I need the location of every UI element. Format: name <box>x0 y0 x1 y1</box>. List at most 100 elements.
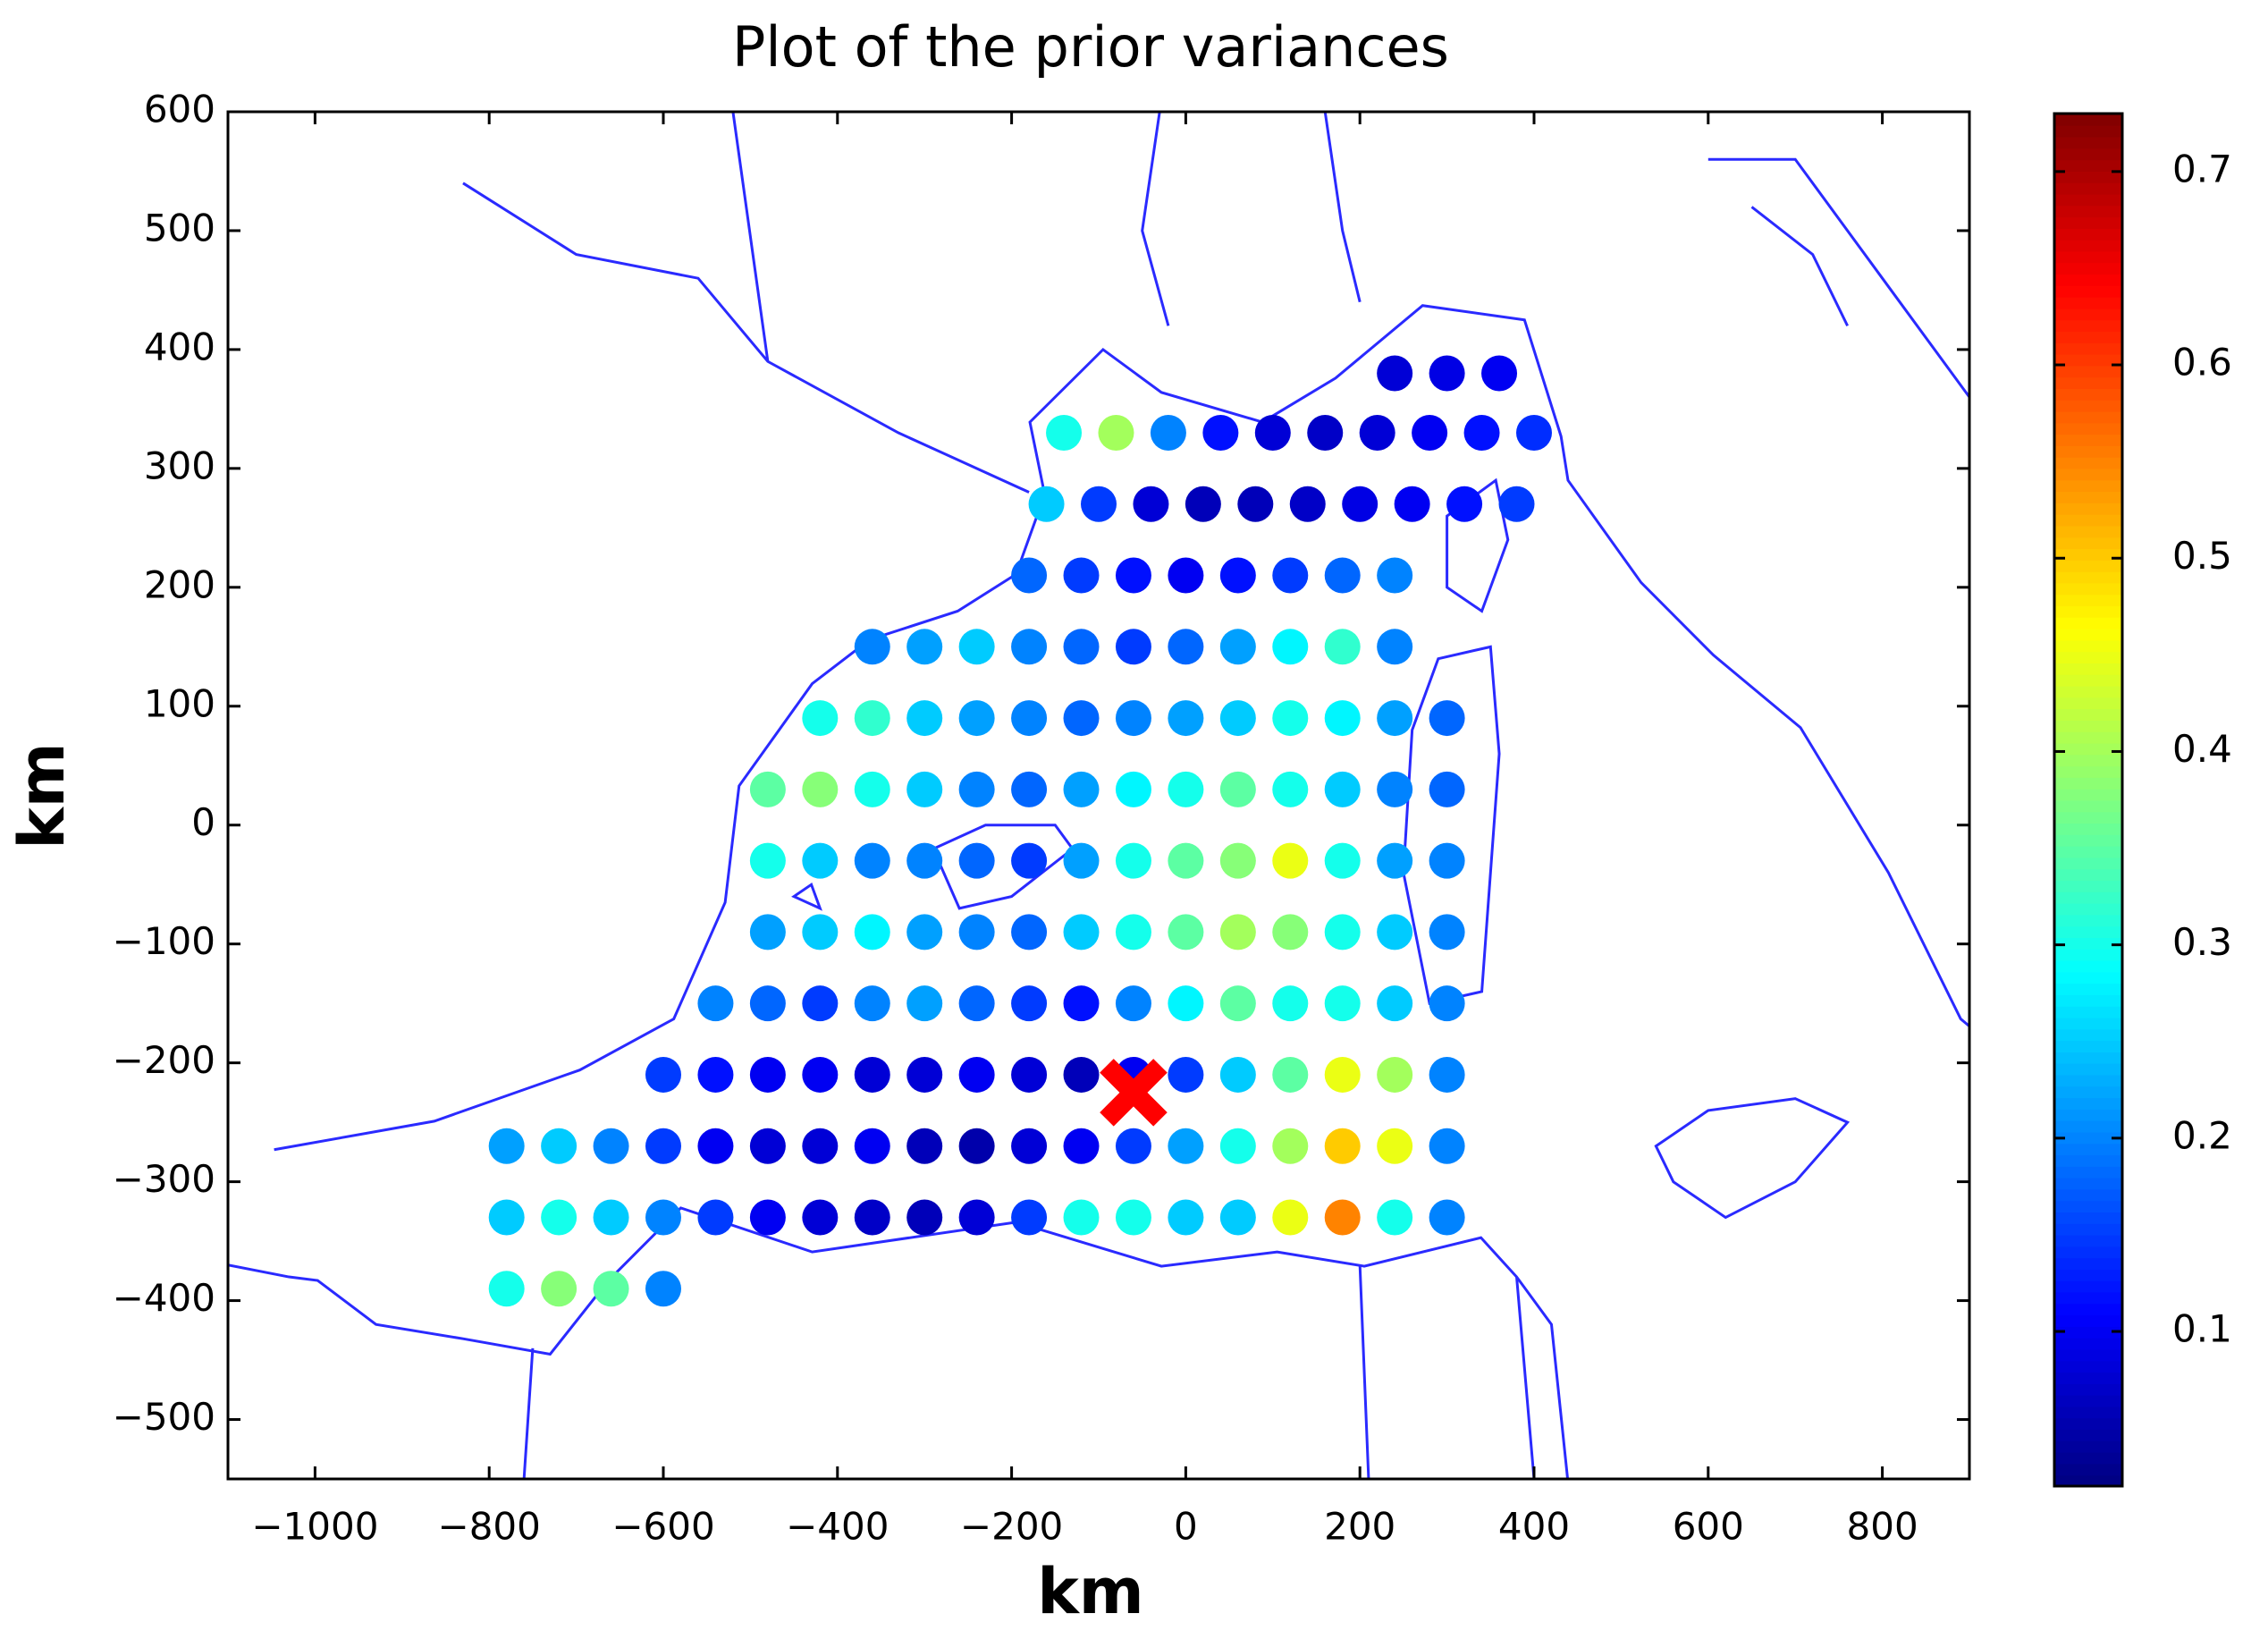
colorbar-strip <box>2054 1303 2122 1316</box>
point <box>1272 1199 1309 1236</box>
point <box>1011 1056 1048 1093</box>
point <box>958 629 995 665</box>
point <box>749 1128 786 1164</box>
point <box>1272 842 1309 879</box>
colorbar-strip <box>2054 1234 2122 1247</box>
point <box>697 1056 734 1093</box>
colorbar-strip <box>2054 697 2122 710</box>
colorbar-strip <box>2054 308 2122 321</box>
point <box>854 629 890 665</box>
colorbar-strip <box>2054 948 2122 961</box>
point <box>1429 1199 1465 1236</box>
colorbar-strip <box>2054 1131 2122 1145</box>
point <box>1272 700 1309 737</box>
point <box>645 1199 681 1236</box>
colorbar-strip <box>2054 925 2122 938</box>
point <box>541 1271 578 1307</box>
point <box>1168 771 1204 807</box>
point <box>1429 771 1465 807</box>
colorbar-strip <box>2054 388 2122 401</box>
point <box>958 914 995 950</box>
colorbar-strip <box>2054 353 2122 367</box>
y-tick-label: −500 <box>113 1395 215 1439</box>
colorbar-strip <box>2054 971 2122 984</box>
point <box>749 771 786 807</box>
colorbar-strip <box>2054 170 2122 183</box>
point <box>1429 914 1465 950</box>
colorbar-strip <box>2054 319 2122 333</box>
colorbar-strip <box>2054 1143 2122 1156</box>
point <box>541 1128 578 1164</box>
colorbar-strip <box>2054 250 2122 264</box>
point <box>1046 414 1083 451</box>
point <box>1377 771 1413 807</box>
colorbar-strip <box>2054 1097 2122 1110</box>
colorbar-strip <box>2054 536 2122 550</box>
point <box>1516 414 1552 451</box>
point <box>1324 914 1361 950</box>
colorbar-strip <box>2054 799 2122 813</box>
colorbar-strip <box>2054 1062 2122 1076</box>
colorbar-strip <box>2054 845 2122 858</box>
colorbar-strip <box>2054 182 2122 195</box>
point <box>854 771 890 807</box>
point <box>802 1128 839 1164</box>
point <box>749 1199 786 1236</box>
colorbar-strip <box>2054 651 2122 663</box>
point <box>1219 1199 1256 1236</box>
y-tick-label: 400 <box>144 325 215 368</box>
coastline <box>274 306 2013 1150</box>
colorbar-strip <box>2054 811 2122 824</box>
x-tick-label: −800 <box>438 1505 541 1549</box>
colorbar-strip <box>2054 193 2122 207</box>
point <box>802 1056 839 1093</box>
sicily <box>1656 1099 1847 1218</box>
colorbar-strip <box>2054 513 2122 527</box>
point <box>1063 700 1100 737</box>
point <box>1324 1056 1361 1093</box>
point <box>1133 486 1169 522</box>
colorbar-strip <box>2054 1119 2122 1133</box>
colorbar-strip <box>2054 902 2122 916</box>
colorbar-strip <box>2054 1177 2122 1190</box>
point <box>1324 629 1361 665</box>
colorbar-strip <box>2054 742 2122 756</box>
point <box>1063 771 1100 807</box>
colorbar-strip <box>2054 731 2122 744</box>
point <box>958 842 995 879</box>
colorbar-strip <box>2054 754 2122 767</box>
y-tick-label: −100 <box>113 919 215 963</box>
point <box>1359 414 1395 451</box>
point <box>749 842 786 879</box>
colorbar-strip <box>2054 410 2122 424</box>
colorbar-strip <box>2054 1325 2122 1339</box>
colorbar-strip <box>2054 1348 2122 1362</box>
point <box>1115 985 1151 1022</box>
colorbar-strip <box>2054 1382 2122 1396</box>
point <box>593 1271 629 1307</box>
point <box>1377 700 1413 737</box>
point <box>1377 355 1413 392</box>
point <box>1011 842 1048 879</box>
colorbar-strip <box>2054 1291 2122 1305</box>
point <box>488 1199 525 1236</box>
colorbar-strip <box>2054 857 2122 870</box>
point <box>1324 771 1361 807</box>
point <box>1063 842 1100 879</box>
point <box>1063 1128 1100 1164</box>
point <box>1115 1128 1151 1164</box>
point <box>1219 914 1256 950</box>
x-tick-label: −1000 <box>251 1505 378 1549</box>
point <box>854 1056 890 1093</box>
colorbar-strip <box>2054 148 2122 161</box>
plot-frame <box>226 110 1971 1481</box>
colorbar-strip <box>2054 1417 2122 1431</box>
point <box>1219 1128 1256 1164</box>
colorbar-strip <box>2054 823 2122 835</box>
colorbar-tick-label: 0.3 <box>2172 920 2232 964</box>
colorbar-strip <box>2054 331 2122 343</box>
colorbar-tick-label: 0.4 <box>2172 727 2232 771</box>
colorbar-tick-label: 0.2 <box>2172 1113 2232 1157</box>
point <box>593 1128 629 1164</box>
point <box>749 1056 786 1093</box>
